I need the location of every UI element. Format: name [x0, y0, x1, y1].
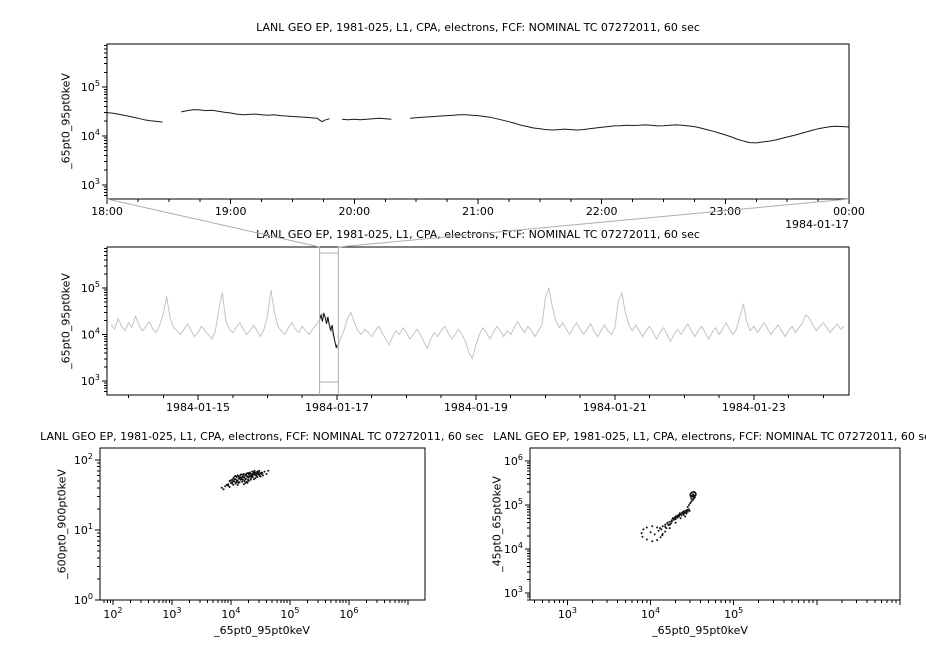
- svg-text:106: 106: [339, 606, 358, 621]
- svg-text:103: 103: [81, 373, 100, 388]
- svg-text:105: 105: [280, 606, 299, 621]
- svg-text:19:00: 19:00: [215, 205, 247, 218]
- scatter-right-title: LANL GEO EP, 1981-025, L1, CPA, electron…: [493, 430, 926, 443]
- svg-text:22:00: 22:00: [586, 205, 618, 218]
- svg-text:20:00: 20:00: [338, 205, 370, 218]
- x-axis-date-label: 1984-01-17: [785, 218, 849, 231]
- scatter-left-title: LANL GEO EP, 1981-025, L1, CPA, electron…: [40, 430, 484, 443]
- svg-text:104: 104: [81, 128, 100, 143]
- svg-text:104: 104: [504, 541, 523, 556]
- context-overview-title: LANL GEO EP, 1981-025, L1, CPA, electron…: [256, 228, 700, 241]
- svg-text:104: 104: [81, 326, 100, 341]
- svg-text:102: 102: [103, 606, 122, 621]
- svg-text:105: 105: [504, 497, 523, 512]
- svg-text:104: 104: [641, 606, 660, 621]
- svg-text:103: 103: [162, 606, 181, 621]
- svg-text:1984-01-15: 1984-01-15: [166, 401, 230, 414]
- scatter-right-plot-area[interactable]: 103 104 105 106 103 104 105: [504, 447, 901, 621]
- scatter-left-x-axis-label: _65pt0_95pt0keV: [214, 624, 310, 637]
- svg-text:23:00: 23:00: [709, 205, 741, 218]
- context-overview-plot-area[interactable]: 103 104 105 1984-01-15 1984-01-17 1984-01-19 1…: [81, 246, 850, 414]
- svg-text:105: 105: [724, 606, 743, 621]
- svg-text:21:00: 21:00: [462, 205, 494, 218]
- timeseries-zoom-plot-area[interactable]: 103 104 105 18:00 19:00 20:00 21:00 22:00 23:00 0…: [81, 43, 865, 218]
- svg-text:102: 102: [74, 452, 93, 467]
- svg-text:103: 103: [81, 177, 100, 192]
- svg-text:18:00: 18:00: [91, 205, 123, 218]
- svg-text:106: 106: [504, 453, 523, 468]
- svg-text:105: 105: [81, 79, 100, 94]
- svg-text:1984-01-19: 1984-01-19: [444, 401, 508, 414]
- timeseries-zoom-title: LANL GEO EP, 1981-025, L1, CPA, electron…: [256, 21, 700, 34]
- scatter-right-x-axis-label: _65pt0_95pt0keV: [652, 624, 748, 637]
- scatter-left-plot-area[interactable]: 100 101 102 102 103 104 105 106: [74, 447, 426, 621]
- svg-text:00:00: 00:00: [833, 205, 865, 218]
- svg-text:1984-01-23: 1984-01-23: [722, 401, 786, 414]
- svg-text:105: 105: [81, 280, 100, 295]
- svg-text:103: 103: [558, 606, 577, 621]
- svg-text:100: 100: [74, 592, 93, 607]
- svg-text:104: 104: [221, 606, 240, 621]
- svg-text:101: 101: [74, 522, 93, 537]
- svg-text:1984-01-17: 1984-01-17: [305, 401, 369, 414]
- overview-selection-box[interactable]: [106, 198, 850, 395]
- svg-text:103: 103: [504, 585, 523, 600]
- svg-text:1984-01-21: 1984-01-21: [583, 401, 647, 414]
